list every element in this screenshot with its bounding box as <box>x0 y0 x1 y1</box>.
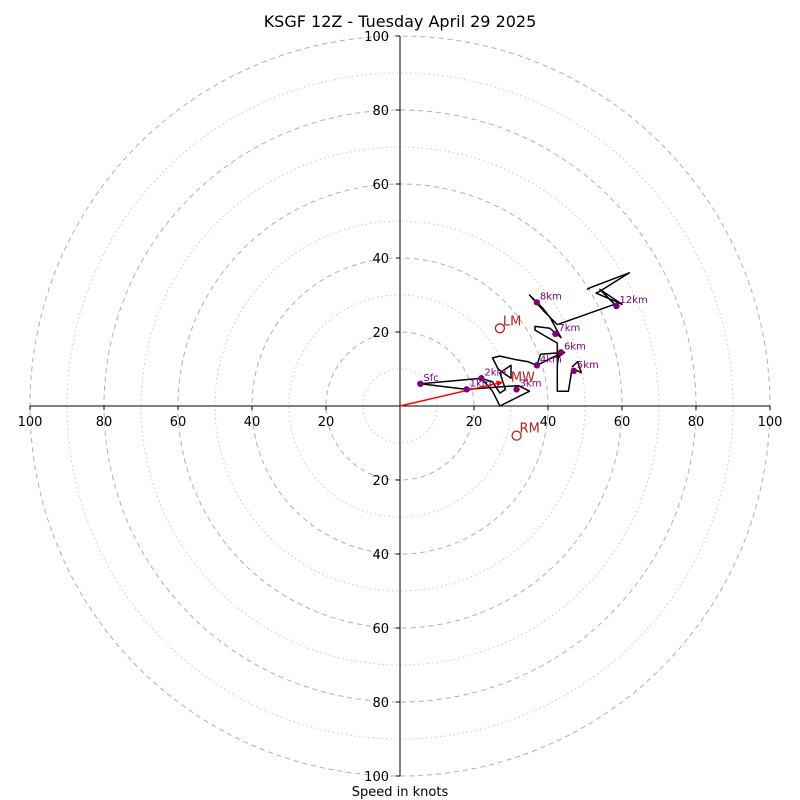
y-tick-label: 60 <box>372 178 389 193</box>
storm-motion-rm: RM <box>511 422 540 441</box>
height-label: 2km <box>484 367 506 378</box>
height-label: 7km <box>558 323 580 334</box>
height-label: 6km <box>564 341 586 352</box>
y-tick-label: 20 <box>372 326 389 341</box>
height-point <box>613 302 620 310</box>
y-tick-label: 40 <box>372 252 389 267</box>
height-point <box>552 330 559 338</box>
height-marker-8km: 8km <box>533 291 562 306</box>
trace-main-segment <box>420 272 631 394</box>
y-tick-label: 80 <box>372 696 389 711</box>
y-tick-label: 60 <box>372 622 389 637</box>
height-marker-1km: 1km <box>463 378 492 393</box>
y-tick-label: 20 <box>372 474 389 489</box>
tick-labels: 100 80 60 40 20 20 40 60 80 100 100 80 60 40 20 20 40 60 8… <box>18 30 783 785</box>
height-marker-2km: 2km <box>478 367 506 382</box>
y-tick-label: 80 <box>372 104 389 119</box>
height-marker-4km: 4km <box>533 354 562 369</box>
height-marker-12km: 12km <box>613 295 648 310</box>
storm-motion-label: LM <box>503 314 521 329</box>
storm-motion-lm: LM <box>494 314 521 334</box>
shear-vector-arrowhead <box>496 380 504 387</box>
height-label: 8km <box>540 291 562 302</box>
y-tick-label: 100 <box>364 30 389 45</box>
height-point <box>513 386 520 393</box>
shear-vector-line <box>399 381 504 407</box>
trace-mid-segment <box>536 353 583 392</box>
x-tick-label: 100 <box>758 415 783 430</box>
height-point <box>417 380 424 387</box>
height-label: 1km <box>470 378 492 389</box>
height-point <box>533 299 541 306</box>
height-label: 5km <box>577 360 599 371</box>
height-point <box>478 375 485 382</box>
storm-motion-label: MW <box>511 370 535 385</box>
y-tick-label: 40 <box>372 548 389 563</box>
shear-vector <box>399 380 504 407</box>
height-point <box>463 386 470 393</box>
x-tick-label: 40 <box>540 415 557 430</box>
x-tick-label: 60 <box>170 415 187 430</box>
x-tick-label: 20 <box>466 415 483 430</box>
storm-motion-mw: MW <box>511 370 535 385</box>
storm-motion-label: RM <box>520 422 540 437</box>
x-tick-label: 20 <box>318 415 335 430</box>
height-label: Sfc <box>423 373 438 384</box>
x-tick-label: 60 <box>614 415 631 430</box>
height-marker-6km: 6km <box>557 341 586 356</box>
storm-motion-marker <box>511 430 522 441</box>
height-point <box>533 362 541 369</box>
x-tick-label: 80 <box>688 415 705 430</box>
height-marker-3km: 3km <box>513 378 542 393</box>
height-label: 3km <box>520 378 542 389</box>
storm-motion-marker <box>494 323 506 334</box>
height-marker-7km: 7km <box>552 323 580 338</box>
x-tick-label: 80 <box>96 415 113 430</box>
x-axis-label: Speed in knots <box>352 785 449 800</box>
height-label: 4km <box>540 354 562 365</box>
height-point <box>557 349 565 356</box>
chart-title: KSGF 12Z - Tuesday April 29 2025 <box>264 12 537 31</box>
height-point <box>570 367 578 375</box>
height-label: 12km <box>619 295 647 306</box>
y-tick-label: 100 <box>364 770 389 785</box>
height-marker-sfc: Sfc <box>417 373 439 387</box>
height-marker-5km: 5km <box>570 360 599 375</box>
x-tick-label: 40 <box>244 415 261 430</box>
storm-motion-markers: LM RM MW <box>494 314 540 441</box>
x-tick-label: 100 <box>18 415 43 430</box>
